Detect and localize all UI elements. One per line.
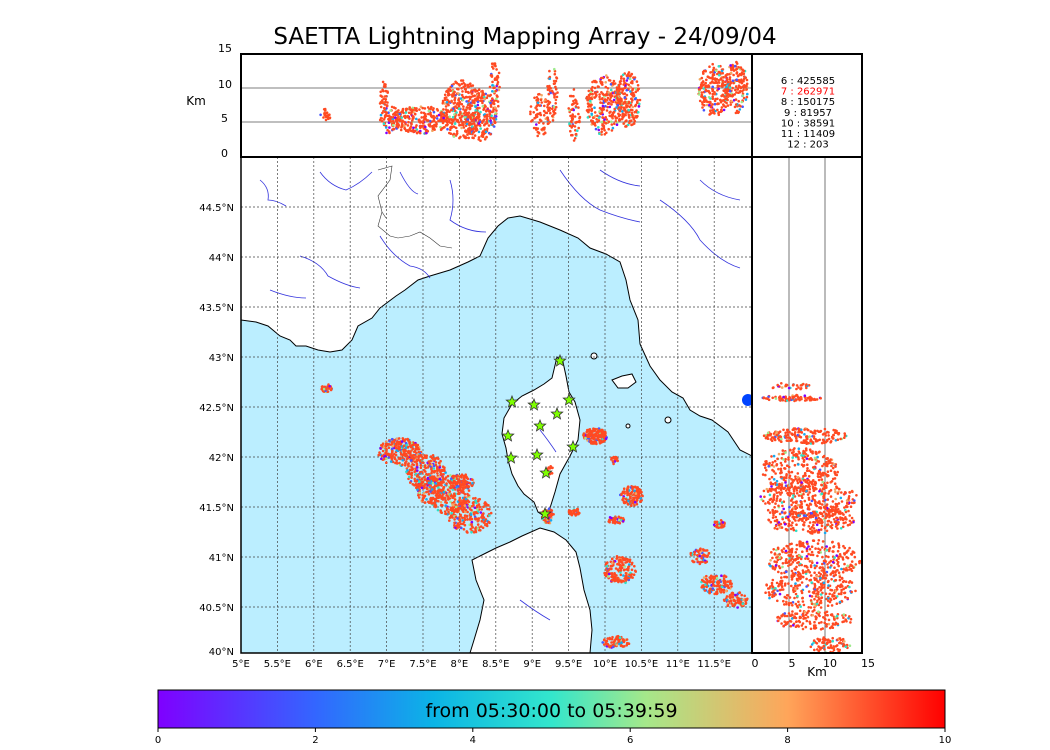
station-star (533, 418, 547, 432)
lon-label: 5.5°E (264, 659, 291, 670)
graticule (241, 157, 752, 653)
station-count-entry: 6 : 425585 (781, 76, 835, 87)
borders (377, 165, 453, 249)
right-altitude-panel[interactable]: 0 5 10 15 Km (751, 156, 876, 679)
lon-label: 6.5°E (337, 659, 364, 670)
land-giglio (664, 416, 672, 424)
top-ylabel: Km (186, 94, 206, 108)
station-count-entry: 12 : 203 (787, 140, 829, 151)
right-xlabel: Km (807, 665, 827, 679)
lon-label: 8.5°E (482, 659, 509, 670)
colorbar-gradient (157, 689, 946, 729)
lon-label: 11.5°E (697, 659, 731, 670)
station-star (527, 397, 541, 411)
lon-label: 11°E (666, 659, 690, 670)
station-count-entry: 8 : 150175 (781, 97, 835, 108)
map-panel[interactable] (241, 157, 754, 653)
right-xtick-5: 5 (789, 657, 796, 670)
lightning-sources-altitude-top (319, 60, 749, 142)
colorbar-tick: 2 (312, 735, 318, 746)
lightning-sources-altitude-right (759, 382, 862, 653)
station-star (538, 506, 552, 520)
lat-label: 40.5°N (199, 603, 234, 614)
lon-label: 5°E (232, 659, 250, 670)
land-corsica (501, 356, 581, 517)
station-count-entry: 11 : 11409 (781, 129, 835, 140)
lat-label: 43.5°N (199, 303, 234, 314)
lat-label: 43°N (209, 353, 234, 364)
station-star (501, 428, 515, 442)
colorbar: 0 2 4 6 8 10 (155, 689, 952, 746)
colorbar-tick: 0 (155, 735, 161, 746)
lat-label: 44.5°N (199, 203, 234, 214)
rivers (259, 169, 741, 621)
colorbar-tick: 4 (470, 735, 476, 746)
lat-label: 44°N (209, 253, 234, 264)
station-star (566, 439, 580, 453)
right-xtick-0: 0 (752, 657, 759, 670)
land-capraia (590, 352, 598, 360)
station-count-entry: 9 : 81957 (784, 108, 832, 119)
colorbar-tick: 10 (939, 735, 952, 746)
lon-label: 10.5°E (625, 659, 659, 670)
land-elba (611, 373, 637, 389)
lon-label: 10°E (593, 659, 617, 670)
station-star (530, 447, 544, 461)
lat-label: 42.5°N (199, 403, 234, 414)
right-xtick-10: 10 (823, 657, 837, 670)
lat-label: 42°N (209, 453, 234, 464)
lon-label: 8°E (451, 659, 469, 670)
lon-label: 7°E (378, 659, 396, 670)
station-count-entry: 10 : 38591 (781, 118, 835, 129)
lon-label: 7.5°E (409, 659, 436, 670)
lat-label: 41°N (209, 553, 234, 564)
colorbar-tick: 8 (784, 735, 790, 746)
station-star (550, 406, 564, 420)
top-ytick-0: 0 (221, 147, 228, 160)
station-star (539, 465, 553, 479)
right-xtick-15: 15 (861, 657, 875, 670)
latitude-labels: 44.5°N 44°N 43.5°N 43°N 42.5°N 42°N 41.5°N 41°N… (199, 203, 234, 658)
station-star (505, 394, 519, 408)
station-star (553, 353, 567, 367)
top-ytick-5: 5 (221, 112, 228, 125)
lon-label: 9°E (523, 659, 541, 670)
marker-dot (742, 394, 752, 406)
land-france (241, 157, 752, 457)
lon-label: 6°E (305, 659, 323, 670)
land-montecristo (625, 423, 631, 429)
lon-label: 9.5°E (555, 659, 582, 670)
lat-label: 40°N (209, 647, 234, 658)
colorbar-label: from 05:30:00 to 05:39:59 (425, 700, 678, 722)
colorbar-tick: 6 (627, 735, 633, 746)
top-ytick-15: 15 (218, 42, 232, 55)
land-sardinia (469, 527, 593, 653)
top-ytick-10: 10 (218, 78, 232, 91)
longitude-labels: 5°E 5.5°E 6°E 6.5°E 7°E 7.5°E 8°E 8.5°E 9°E 9.5°E… (232, 659, 731, 670)
station-count-entry: 7 : 262971 (781, 87, 835, 98)
top-altitude-panel[interactable]: 15 10 5 0 Km (186, 42, 753, 160)
station-star (504, 450, 518, 464)
lat-label: 41.5°N (199, 503, 234, 514)
lma-stations (501, 353, 580, 520)
station-star (562, 392, 576, 406)
chart-title: SAETTA Lightning Mapping Array - 24/09/0… (273, 24, 777, 50)
